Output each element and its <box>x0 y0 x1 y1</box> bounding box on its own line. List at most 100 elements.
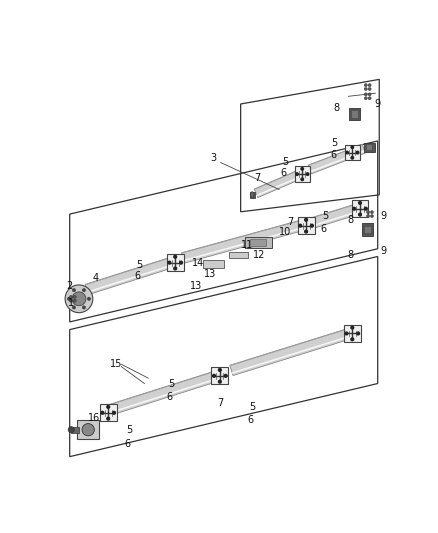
Circle shape <box>306 173 309 175</box>
Circle shape <box>359 213 361 216</box>
Bar <box>78 421 99 439</box>
Ellipse shape <box>250 192 254 198</box>
Text: 15: 15 <box>110 359 122 369</box>
Circle shape <box>168 261 171 264</box>
Text: 3: 3 <box>211 153 217 163</box>
Circle shape <box>73 295 76 298</box>
Polygon shape <box>106 370 219 416</box>
Circle shape <box>351 157 353 159</box>
Circle shape <box>113 411 116 414</box>
Circle shape <box>364 84 367 87</box>
Text: 9: 9 <box>374 99 381 109</box>
Bar <box>364 226 371 233</box>
Circle shape <box>357 332 360 335</box>
Text: 9: 9 <box>380 246 386 256</box>
Circle shape <box>224 374 227 377</box>
Circle shape <box>346 151 348 154</box>
Circle shape <box>219 369 221 372</box>
Circle shape <box>364 87 367 91</box>
Polygon shape <box>310 204 360 229</box>
Bar <box>71 426 79 433</box>
Text: 5: 5 <box>126 425 132 435</box>
Text: 6: 6 <box>124 439 131 449</box>
Text: 5: 5 <box>249 401 255 411</box>
Bar <box>250 192 254 198</box>
Circle shape <box>67 297 71 301</box>
Circle shape <box>368 93 371 96</box>
Bar <box>212 367 228 384</box>
Text: 5: 5 <box>136 260 142 270</box>
Polygon shape <box>254 170 303 198</box>
Text: 9: 9 <box>380 212 386 221</box>
Text: 16: 16 <box>88 413 100 423</box>
Text: 8: 8 <box>334 103 340 113</box>
Circle shape <box>301 167 304 170</box>
Circle shape <box>305 230 307 233</box>
Bar <box>344 325 361 342</box>
Circle shape <box>219 380 221 383</box>
Bar <box>245 237 272 248</box>
Text: 8: 8 <box>347 215 353 225</box>
Polygon shape <box>308 144 365 174</box>
Circle shape <box>107 417 110 420</box>
Circle shape <box>72 292 86 306</box>
Bar <box>349 108 360 120</box>
Circle shape <box>311 224 313 227</box>
Circle shape <box>364 96 367 100</box>
Text: 13: 13 <box>190 281 202 290</box>
Circle shape <box>368 87 371 91</box>
Circle shape <box>174 267 177 270</box>
Text: 6: 6 <box>167 392 173 401</box>
Circle shape <box>180 261 183 264</box>
Text: 12: 12 <box>253 250 265 260</box>
Circle shape <box>72 288 76 292</box>
Circle shape <box>359 201 361 204</box>
Text: 6: 6 <box>330 150 336 160</box>
Circle shape <box>368 96 371 100</box>
Circle shape <box>69 299 72 302</box>
Circle shape <box>299 224 302 227</box>
Bar <box>100 405 117 421</box>
Bar <box>362 223 373 236</box>
Bar <box>345 145 360 160</box>
Polygon shape <box>230 328 352 376</box>
Text: 5: 5 <box>322 212 328 221</box>
Text: 6: 6 <box>247 415 254 425</box>
Bar <box>250 239 266 246</box>
Circle shape <box>87 297 91 301</box>
Circle shape <box>73 299 76 302</box>
Polygon shape <box>85 257 173 295</box>
Circle shape <box>357 151 359 154</box>
Text: 6: 6 <box>134 271 141 281</box>
Bar <box>298 217 314 234</box>
Circle shape <box>68 426 74 433</box>
Circle shape <box>101 411 104 414</box>
Circle shape <box>364 93 367 96</box>
Circle shape <box>69 295 72 298</box>
Text: 5: 5 <box>282 157 289 167</box>
Text: 11: 11 <box>240 240 253 250</box>
Circle shape <box>351 338 353 341</box>
Circle shape <box>174 255 177 258</box>
Circle shape <box>296 173 298 175</box>
Text: 2: 2 <box>67 281 73 290</box>
Text: 7: 7 <box>254 173 261 183</box>
Circle shape <box>305 219 307 221</box>
Circle shape <box>351 326 353 329</box>
Circle shape <box>353 207 356 210</box>
Circle shape <box>345 332 348 335</box>
Circle shape <box>367 214 370 217</box>
Bar <box>229 252 248 258</box>
Circle shape <box>367 211 370 214</box>
Bar <box>352 200 368 217</box>
Polygon shape <box>181 221 302 263</box>
Circle shape <box>351 146 353 149</box>
Text: 7: 7 <box>217 398 223 408</box>
Bar <box>351 110 358 118</box>
Bar <box>364 142 374 152</box>
Circle shape <box>82 288 85 292</box>
Circle shape <box>371 214 374 217</box>
Circle shape <box>368 84 371 87</box>
Circle shape <box>371 211 374 214</box>
Text: 7: 7 <box>288 217 294 227</box>
